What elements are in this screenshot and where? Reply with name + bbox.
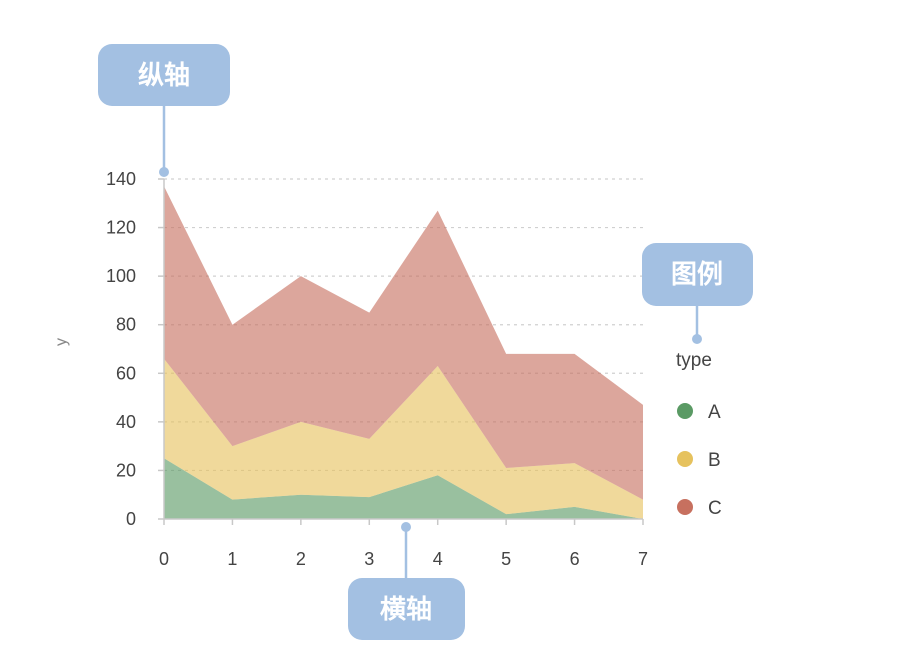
y-tick-label-100: 100 [106, 266, 136, 286]
y-tick-label-60: 60 [116, 363, 136, 383]
axes: 0 20 40 60 80 100 120 140 0 1 2 3 4 5 6 7 [106, 169, 648, 569]
legend-marker-B [677, 451, 693, 467]
y-tick-label-140: 140 [106, 169, 136, 189]
x-axis-callout: 横轴 [348, 522, 465, 640]
x-axis-callout-label: 横轴 [380, 595, 432, 625]
area-series [164, 186, 643, 519]
legend-item-A: A [708, 402, 721, 423]
y-tick-label-20: 20 [116, 460, 136, 480]
area-series-A [164, 458, 643, 519]
y-tick-label-120: 120 [106, 218, 136, 238]
legend-callout-label: 图例 [671, 260, 723, 290]
x-tick-label-5: 5 [501, 549, 511, 569]
legend-item-B: B [708, 450, 721, 471]
legend-marker-A [677, 403, 693, 419]
legend-marker-C [677, 499, 693, 515]
legend-title: type [676, 350, 712, 371]
y-axis-callout-label: 纵轴 [138, 61, 190, 91]
x-tick-label-2: 2 [296, 549, 306, 569]
area-series-C [164, 186, 643, 500]
legend: type A B C [676, 350, 722, 519]
x-tick-label-3: 3 [364, 549, 374, 569]
x-tick-label-7: 7 [638, 549, 648, 569]
y-axis-callout: 纵轴 [98, 44, 230, 177]
x-tick-label-0: 0 [159, 549, 169, 569]
area-series-B [164, 358, 643, 519]
legend-callout: 图例 [642, 243, 753, 344]
y-tick-label-0: 0 [126, 509, 136, 529]
legend-item-C: C [708, 498, 722, 519]
y-tick-label-80: 80 [116, 315, 136, 335]
y-tick-label-40: 40 [116, 412, 136, 432]
x-tick-label-1: 1 [227, 549, 237, 569]
x-tick-label-6: 6 [570, 549, 580, 569]
x-tick-label-4: 4 [433, 549, 443, 569]
y-axis-label: y [53, 338, 70, 346]
